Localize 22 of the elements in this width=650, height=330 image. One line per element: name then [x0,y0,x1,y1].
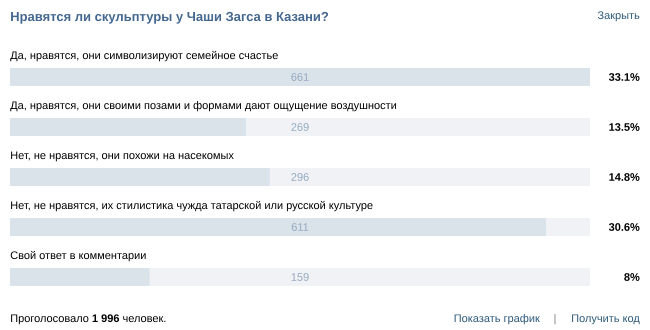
text: 14.8% [609,173,640,181]
data-label: 661 [291,73,309,81]
data-label: 269 [291,123,309,131]
y-tick-label: Нет, не нравятся, они похожи на насекомых [11,151,234,162]
y-tick-label: Да, нравятся, они своими позами и формами дают ощущение воздушности [10,101,396,112]
text: Закрыть [598,11,640,22]
bar [10,268,150,286]
y-tick-label: Да, нравятся, они символизируют семейное счастье [10,50,278,62]
data-label: 296 [291,173,309,181]
text: 8% [624,273,640,281]
text: Показать график [454,314,540,324]
data-label: 611 [292,223,308,231]
text: 13.5% [609,123,640,131]
text: | [554,314,556,324]
data-label: 159 [292,273,309,281]
text: Проголосовало 1 996 человек. [11,314,166,324]
text: 30.6% [608,223,640,231]
text: 33.1% [608,73,640,81]
text: Получить код [572,314,640,324]
chart-title: Нравятся ли скульптуры у Чаши Загса в Казани? [11,12,328,24]
y-tick-label: Нет, не нравятся, их стилистика чужда татарской или русской культуре [11,200,373,212]
y-tick-label: Свой ответ в комментарии [10,250,146,262]
